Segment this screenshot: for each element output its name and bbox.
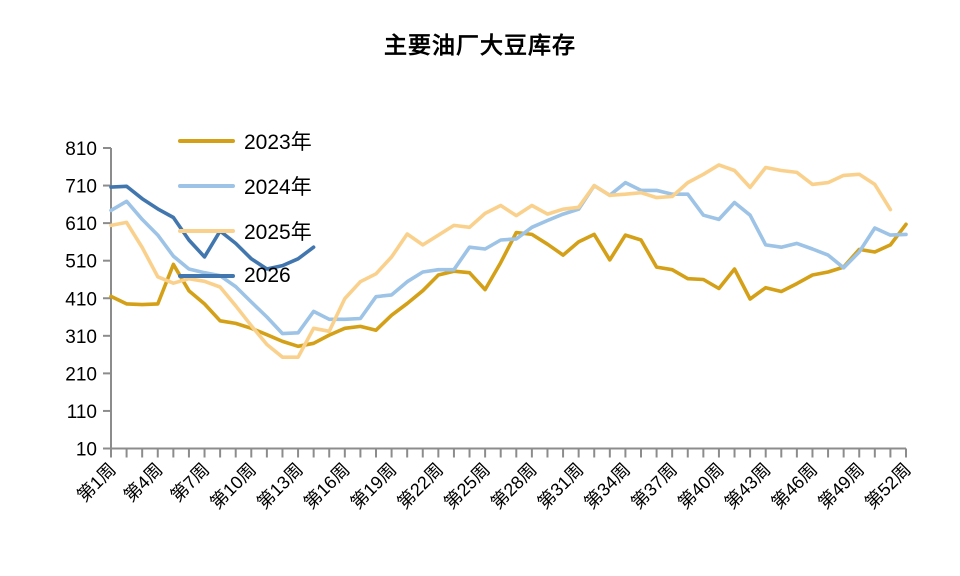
- chart-title: 主要油厂大豆库存: [384, 32, 576, 58]
- legend-key-line: [178, 139, 235, 143]
- legend: 2023年 2024年 2025年 2026: [178, 125, 312, 292]
- y-axis-label: 10: [76, 440, 97, 461]
- legend-item-2025年: 2025年: [178, 215, 312, 247]
- x-axis-label: 第43周: [721, 459, 775, 513]
- y-axis-label: 110: [67, 402, 97, 423]
- x-axis-label: 第37周: [627, 459, 681, 513]
- legend-item-2023年: 2023年: [178, 125, 312, 157]
- x-axis-label: 第28周: [487, 459, 541, 513]
- x-axis-label: 第40周: [674, 459, 728, 513]
- legend-key-line: [178, 229, 235, 233]
- y-axis-label: 610: [65, 214, 97, 235]
- x-axis-label: 第16周: [300, 459, 354, 513]
- legend-label: 2023年: [244, 131, 312, 154]
- x-axis-label: 第52周: [861, 459, 915, 513]
- y-axis-label: 210: [65, 364, 97, 385]
- x-axis-label: 第10周: [206, 459, 260, 513]
- x-axis-label: 第46周: [768, 459, 822, 513]
- series-line-2024年: [109, 180, 908, 336]
- x-axis-label: 第25周: [440, 459, 494, 513]
- series-line-2025年: [109, 163, 893, 360]
- x-axis-label: 第22周: [393, 459, 447, 513]
- y-axis-label: 710: [65, 177, 97, 198]
- series-line-2023年: [109, 222, 908, 349]
- x-axis-label: 第4周: [120, 459, 167, 506]
- x-axis-label: 第19周: [347, 459, 401, 513]
- x-axis-label: 第49周: [814, 459, 868, 513]
- legend-label: 2025年: [244, 221, 312, 244]
- y-axis-label: 810: [65, 139, 97, 160]
- legend-item-2026: 2026: [178, 260, 312, 292]
- series-line-2026: [109, 184, 316, 271]
- y-axis-label: 410: [65, 289, 97, 310]
- legend-key-line: [178, 184, 235, 188]
- legend-label: 2026: [244, 264, 291, 287]
- x-axis-label: 第1周: [73, 459, 120, 506]
- y-axis-label: 510: [65, 252, 97, 273]
- legend-item-2024年: 2024年: [178, 170, 312, 202]
- y-axis-label: 310: [65, 327, 97, 348]
- x-axis-label: 第34周: [580, 459, 634, 513]
- legend-key-line: [178, 274, 235, 278]
- legend-label: 2024年: [244, 176, 312, 199]
- x-axis-label: 第13周: [253, 459, 307, 513]
- x-axis-label: 第31周: [534, 459, 588, 513]
